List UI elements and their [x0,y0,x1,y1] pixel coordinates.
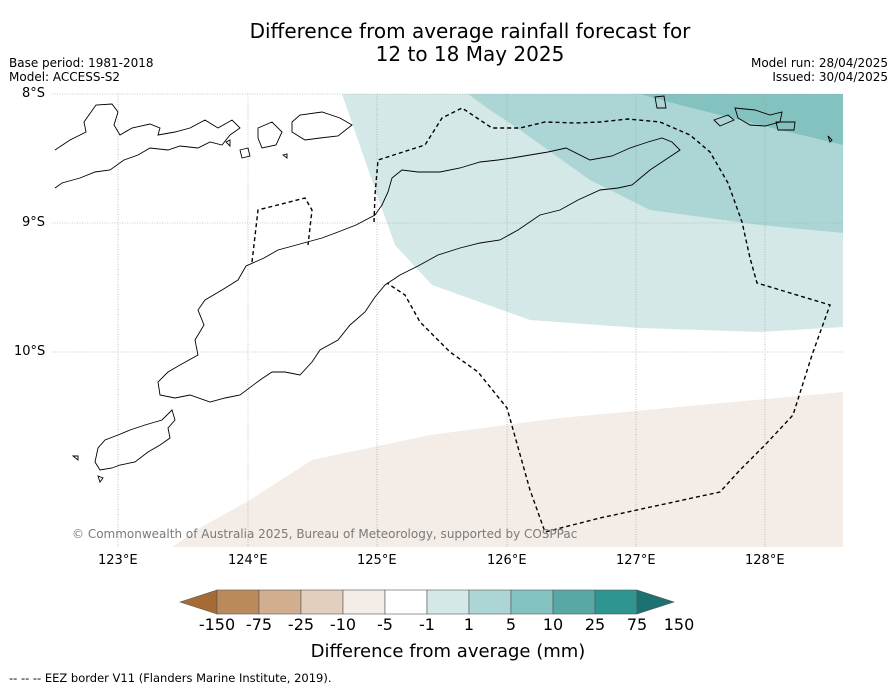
eez-border [251,107,831,533]
colorbar-segment [552,589,596,615]
lon-label: 124°E [228,553,268,568]
colorbar-segment [342,589,386,615]
colorbar-tick-label: 5 [505,615,517,634]
colorbar-arrow-low [179,589,218,615]
shade-10-to-25 [640,94,843,145]
run-info: Model run: 28/04/2025 Issued: 30/04/2025 [751,56,888,84]
coastlines [54,95,833,483]
colorbar-segment [594,589,638,615]
colorbar-segment [216,589,260,615]
lat-label: 9°S [22,215,46,230]
anomaly-shading [172,94,843,547]
colorbar-tick-label: -10 [329,615,357,634]
colorbar-tick-label: -1 [419,615,435,634]
colorbar-tick-label: -25 [287,615,315,634]
base-period-text: Base period: 1981-2018 [9,56,154,70]
lon-label: 127°E [616,553,656,568]
colorbar-tick-label: -75 [245,615,273,634]
coastline-rote [71,409,176,483]
coastline-timor [157,137,681,403]
issued-text: Issued: 30/04/2025 [772,70,888,84]
copyright-text: © Commonwealth of Australia 2025, Bureau… [72,527,578,541]
colorbar-tick-label: 10 [542,615,564,634]
title-line-2: 12 to 18 May 2025 [375,42,565,66]
lat-label: 8°S [22,86,46,101]
model-run-text: Model run: 28/04/2025 [750,56,888,70]
colorbar-segment [426,589,470,615]
lon-label: 128°E [745,553,785,568]
colorbar-title: Difference from average (mm) [310,641,586,662]
map-title: Difference from average rainfall forecas… [0,20,896,66]
colorbar-segment [510,589,554,615]
lon-label: 123°E [98,553,138,568]
lon-label: 126°E [487,553,527,568]
colorbar-tick-label: -150 [198,615,236,634]
colorbar-tick-label: 150 [663,615,695,634]
eez-legend-note: -- -- -- EEZ border V11 (Flanders Marine… [9,671,332,685]
map-panel [52,93,843,547]
colorbar-tick-label: -5 [377,615,393,634]
colorbar-arrow-high [636,589,675,615]
coastline-east-islands [654,95,833,143]
colorbar-segment [384,589,428,615]
colorbar-tick-label: 25 [584,615,606,634]
colorbar-labels: -150 -75 -25 -10 -5 -1 1 5 10 25 75 150 [0,615,896,634]
colorbar-tick-label: 1 [463,615,475,634]
lon-label: 125°E [357,553,397,568]
lat-label: 10°S [14,344,46,359]
model-info: Base period: 1981-2018 Model: ACCESS-S2 [9,56,154,84]
colorbar [179,589,675,615]
coastline-flores [54,103,241,189]
colorbar-segment [300,589,344,615]
title-line-1: Difference from average rainfall forecas… [249,19,691,43]
colorbar-segment [258,589,302,615]
shade-minus1-to-minus5 [172,392,843,547]
shade-5-to-10 [468,94,843,233]
model-name-text: Model: ACCESS-S2 [9,70,121,84]
colorbar-tick-label: 75 [626,615,648,634]
coastline-small-islands [225,111,353,159]
colorbar-segment [468,589,512,615]
